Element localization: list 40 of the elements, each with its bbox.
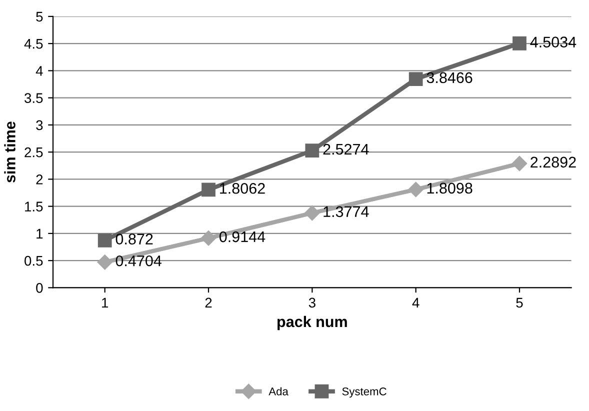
y-tick-label: 0: [36, 283, 43, 293]
point: [408, 72, 423, 86]
point: [512, 36, 526, 50]
x-tick-label: 2: [205, 298, 212, 308]
legend-label: Ada: [268, 387, 288, 396]
x-axis-title: pack num: [278, 316, 347, 330]
point: [304, 205, 320, 221]
y-axis-title: sim time: [4, 122, 16, 183]
point: [200, 230, 216, 246]
x-tick-label: 1: [102, 298, 108, 308]
y-tick-label: 2: [36, 174, 43, 184]
x-tick-label: 5: [516, 298, 523, 308]
data-label: 1.8062: [220, 182, 265, 194]
y-tick-label: 4.5: [24, 39, 43, 49]
data-label: 4.5034: [530, 36, 576, 48]
data-label: 2.5274: [323, 144, 369, 155]
data-label: 0.9144: [219, 231, 266, 242]
y-tick-label: 4: [36, 66, 43, 76]
data-label: 1.3774: [324, 206, 369, 218]
y-tick-label: 3.5: [24, 93, 43, 103]
data-label: 1.8098: [427, 182, 472, 194]
data-label: 3.8466: [426, 72, 472, 84]
x-tick-label: 3: [308, 298, 316, 308]
point: [512, 156, 528, 172]
data-label: 0.872: [116, 234, 153, 244]
point: [97, 254, 112, 270]
y-tick-label: 3: [36, 120, 43, 130]
x-tick-label: 4: [412, 298, 420, 308]
data-label: 2.2892: [530, 156, 576, 168]
point: [305, 144, 320, 158]
y-tick-label: 1.5: [25, 202, 43, 212]
point: [408, 182, 424, 198]
y-tick-label: 1: [36, 228, 43, 238]
y-tick-label: 5: [36, 12, 43, 22]
point: [98, 233, 112, 248]
legend-label: SystemC: [342, 388, 386, 398]
point: [202, 182, 216, 197]
y-tick-label: 0.5: [24, 256, 43, 266]
data-label: 0.4704: [116, 255, 162, 266]
y-tick-label: 2.5: [24, 147, 43, 158]
